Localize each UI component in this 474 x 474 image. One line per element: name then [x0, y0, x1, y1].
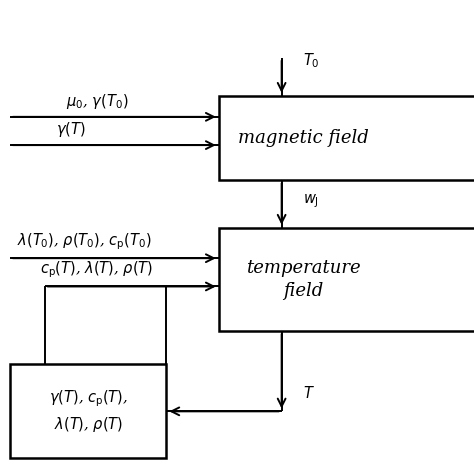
Bar	[10, 364, 166, 458]
Text: $\gamma(T)$, $c_\mathrm{p}(T)$,
$\lambda(T)$, $\rho(T)$: $\gamma(T)$, $c_\mathrm{p}(T)$, $\lambda…	[49, 389, 128, 434]
Text: $c_\mathrm{p}(T)$, $\lambda(T)$, $\rho(T)$: $c_\mathrm{p}(T)$, $\lambda(T)$, $\rho(T…	[40, 260, 154, 280]
Text: $w_\mathrm{J}$: $w_\mathrm{J}$	[303, 193, 319, 210]
Text: $\lambda(T_0)$, $\rho(T_0)$, $c_\mathrm{p}(T_0)$: $\lambda(T_0)$, $\rho(T_0)$, $c_\mathrm{…	[17, 231, 151, 252]
Text: temperature
field: temperature field	[246, 259, 361, 300]
Bar	[219, 96, 474, 181]
Text: $T_0$: $T_0$	[303, 51, 320, 70]
Text: $\mu_0$, $\gamma(T_0)$: $\mu_0$, $\gamma(T_0)$	[66, 91, 128, 111]
Text: $T$: $T$	[303, 384, 315, 401]
Text: magnetic field: magnetic field	[238, 129, 369, 147]
Text: $\gamma(T)$: $\gamma(T)$	[56, 120, 86, 139]
Bar	[219, 228, 474, 331]
